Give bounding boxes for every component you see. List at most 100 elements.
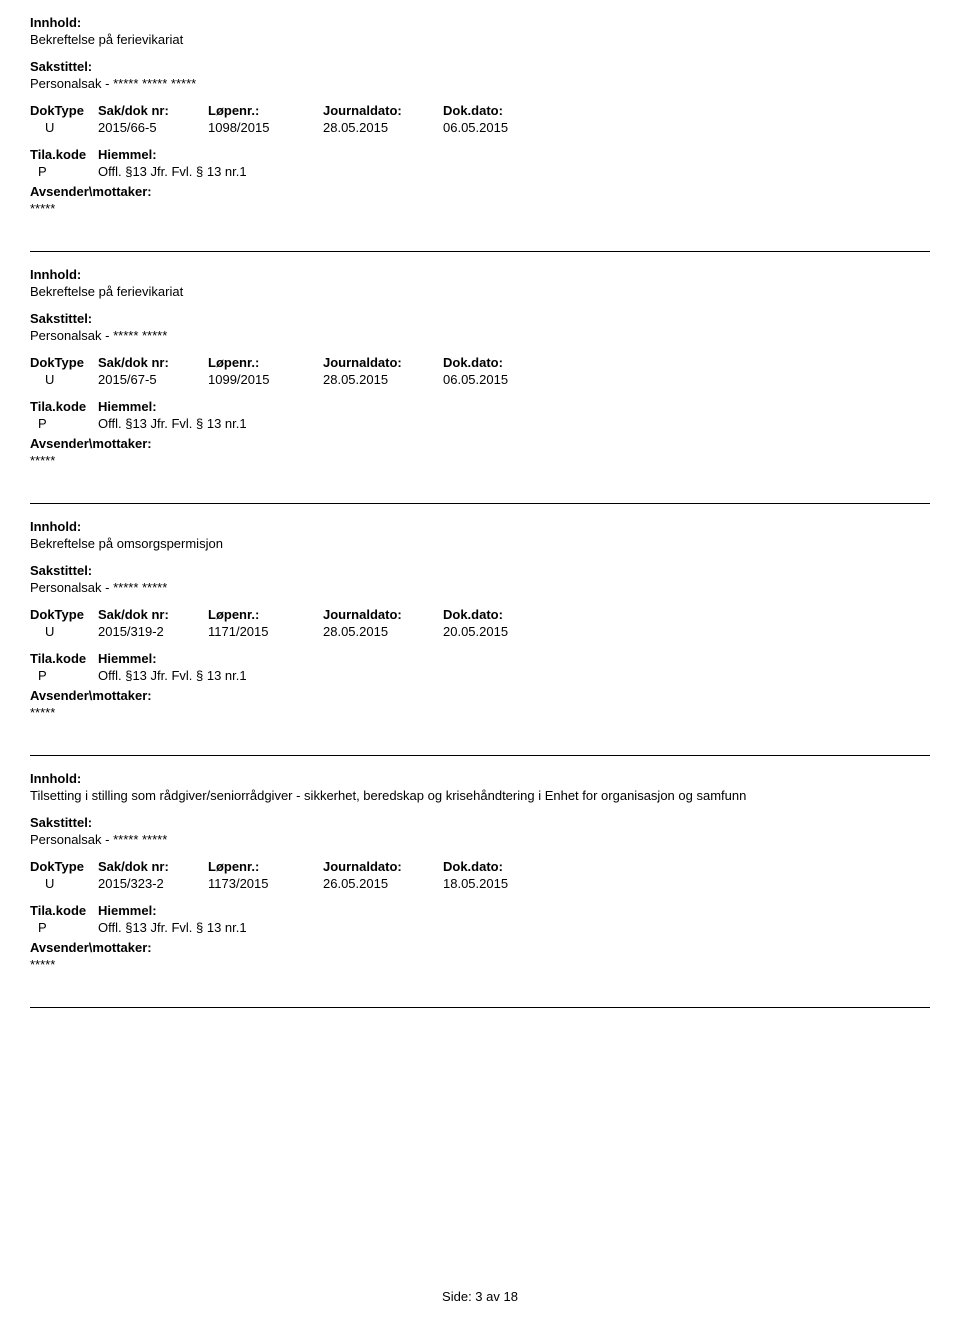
hiemmel-value: Offl. §13 Jfr. Fvl. § 13 nr.1 [98, 416, 298, 431]
column-headers: DokType Sak/dok nr: Løpenr.: Journaldato… [30, 607, 930, 622]
dokdato-header: Dok.dato: [443, 355, 563, 370]
dokdato-value: 06.05.2015 [443, 120, 563, 135]
innhold-label: Innhold: [30, 267, 930, 282]
sakstittel-label: Sakstittel: [30, 815, 930, 830]
avsender-label: Avsender\mottaker: [30, 940, 930, 955]
hiemmel-headers: Tila.kode Hiemmel: [30, 399, 930, 414]
journaldato-header: Journaldato: [323, 355, 443, 370]
innhold-label: Innhold: [30, 519, 930, 534]
avsender-value: ***** [30, 453, 930, 468]
saknr-header: Sak/dok nr: [98, 355, 208, 370]
doktype-value: U [30, 876, 98, 891]
avsender-label: Avsender\mottaker: [30, 436, 930, 451]
lopenr-value: 1099/2015 [208, 372, 323, 387]
sakstittel-label: Sakstittel: [30, 311, 930, 326]
sakstittel-label: Sakstittel: [30, 563, 930, 578]
column-headers: DokType Sak/dok nr: Løpenr.: Journaldato… [30, 103, 930, 118]
kode-value: P [30, 920, 98, 935]
hiemmel-headers: Tila.kode Hiemmel: [30, 147, 930, 162]
lopenr-header: Løpenr.: [208, 607, 323, 622]
column-values: U 2015/319-2 1171/2015 28.05.2015 20.05.… [30, 624, 930, 639]
column-headers: DokType Sak/dok nr: Løpenr.: Journaldato… [30, 859, 930, 874]
column-values: U 2015/323-2 1173/2015 26.05.2015 18.05.… [30, 876, 930, 891]
doktype-header: DokType [30, 859, 98, 874]
avsender-value: ***** [30, 957, 930, 972]
journaldato-value: 28.05.2015 [323, 624, 443, 639]
hiemmel-label: Hiemmel: [98, 903, 298, 918]
avsender-label: Avsender\mottaker: [30, 184, 930, 199]
innhold-value: Bekreftelse på ferievikariat [30, 284, 930, 299]
sakstittel-value: Personalsak - ***** ***** [30, 328, 930, 343]
journal-entry: Innhold: Bekreftelse på ferievikariat Sa… [30, 15, 930, 236]
journaldato-value: 26.05.2015 [323, 876, 443, 891]
lopenr-value: 1171/2015 [208, 624, 323, 639]
doktype-header: DokType [30, 103, 98, 118]
sakstittel-value: Personalsak - ***** ***** [30, 832, 930, 847]
kode-value: P [30, 416, 98, 431]
entry-divider [30, 503, 930, 504]
hiemmel-value: Offl. §13 Jfr. Fvl. § 13 nr.1 [98, 164, 298, 179]
doktype-header: DokType [30, 607, 98, 622]
tilakode-label: Tila.kode [30, 903, 98, 918]
journaldato-header: Journaldato: [323, 859, 443, 874]
saknr-value: 2015/67-5 [98, 372, 208, 387]
lopenr-header: Løpenr.: [208, 859, 323, 874]
innhold-value: Bekreftelse på omsorgspermisjon [30, 536, 930, 551]
dokdato-value: 06.05.2015 [443, 372, 563, 387]
saknr-value: 2015/319-2 [98, 624, 208, 639]
avsender-value: ***** [30, 705, 930, 720]
dokdato-header: Dok.dato: [443, 103, 563, 118]
entry-divider [30, 251, 930, 252]
entry-divider [30, 755, 930, 756]
avsender-label: Avsender\mottaker: [30, 688, 930, 703]
hiemmel-label: Hiemmel: [98, 399, 298, 414]
innhold-label: Innhold: [30, 771, 930, 786]
innhold-value: Bekreftelse på ferievikariat [30, 32, 930, 47]
saknr-header: Sak/dok nr: [98, 103, 208, 118]
kode-value: P [30, 164, 98, 179]
avsender-value: ***** [30, 201, 930, 216]
column-headers: DokType Sak/dok nr: Løpenr.: Journaldato… [30, 355, 930, 370]
column-values: U 2015/67-5 1099/2015 28.05.2015 06.05.2… [30, 372, 930, 387]
hiemmel-value: Offl. §13 Jfr. Fvl. § 13 nr.1 [98, 920, 298, 935]
sakstittel-label: Sakstittel: [30, 59, 930, 74]
hiemmel-values: P Offl. §13 Jfr. Fvl. § 13 nr.1 [30, 920, 930, 935]
hiemmel-label: Hiemmel: [98, 651, 298, 666]
saknr-value: 2015/323-2 [98, 876, 208, 891]
hiemmel-headers: Tila.kode Hiemmel: [30, 903, 930, 918]
column-values: U 2015/66-5 1098/2015 28.05.2015 06.05.2… [30, 120, 930, 135]
entry-divider [30, 1007, 930, 1008]
lopenr-header: Løpenr.: [208, 103, 323, 118]
journaldato-value: 28.05.2015 [323, 120, 443, 135]
journal-entry: Innhold: Bekreftelse på ferievikariat Sa… [30, 267, 930, 488]
saknr-value: 2015/66-5 [98, 120, 208, 135]
doktype-value: U [30, 624, 98, 639]
saknr-header: Sak/dok nr: [98, 607, 208, 622]
document-container: Innhold: Bekreftelse på ferievikariat Sa… [30, 15, 930, 1008]
sakstittel-value: Personalsak - ***** ***** ***** [30, 76, 930, 91]
journaldato-header: Journaldato: [323, 103, 443, 118]
hiemmel-values: P Offl. §13 Jfr. Fvl. § 13 nr.1 [30, 164, 930, 179]
lopenr-value: 1098/2015 [208, 120, 323, 135]
tilakode-label: Tila.kode [30, 399, 98, 414]
innhold-label: Innhold: [30, 15, 930, 30]
lopenr-header: Løpenr.: [208, 355, 323, 370]
hiemmel-values: P Offl. §13 Jfr. Fvl. § 13 nr.1 [30, 416, 930, 431]
lopenr-value: 1173/2015 [208, 876, 323, 891]
doktype-header: DokType [30, 355, 98, 370]
hiemmel-value: Offl. §13 Jfr. Fvl. § 13 nr.1 [98, 668, 298, 683]
doktype-value: U [30, 372, 98, 387]
hiemmel-headers: Tila.kode Hiemmel: [30, 651, 930, 666]
journal-entry: Innhold: Tilsetting i stilling som rådgi… [30, 771, 930, 992]
kode-value: P [30, 668, 98, 683]
saknr-header: Sak/dok nr: [98, 859, 208, 874]
tilakode-label: Tila.kode [30, 651, 98, 666]
dokdato-value: 20.05.2015 [443, 624, 563, 639]
dokdato-header: Dok.dato: [443, 859, 563, 874]
journaldato-value: 28.05.2015 [323, 372, 443, 387]
dokdato-header: Dok.dato: [443, 607, 563, 622]
journaldato-header: Journaldato: [323, 607, 443, 622]
tilakode-label: Tila.kode [30, 147, 98, 162]
sakstittel-value: Personalsak - ***** ***** [30, 580, 930, 595]
journal-entry: Innhold: Bekreftelse på omsorgspermisjon… [30, 519, 930, 740]
